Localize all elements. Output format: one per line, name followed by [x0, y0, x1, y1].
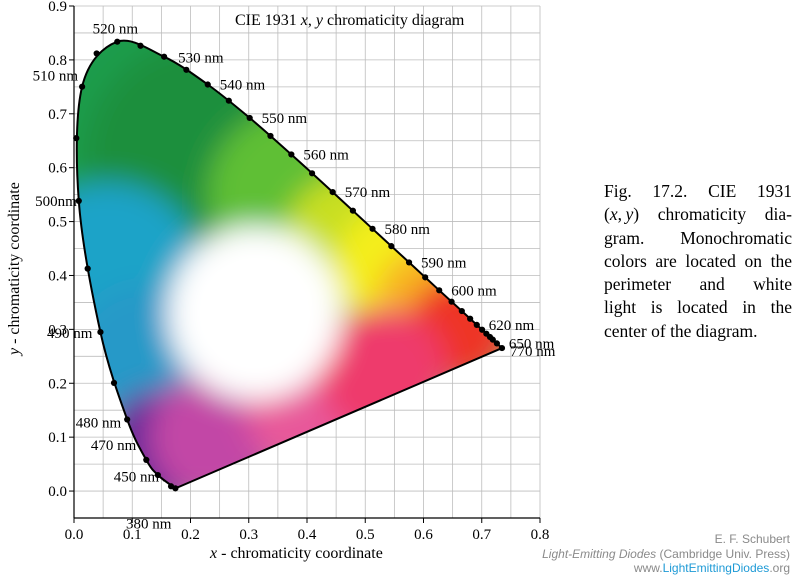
label-leader-line — [159, 477, 165, 482]
wavelength-label: 600 nm — [451, 283, 497, 299]
caption-line: light is located in the — [604, 297, 792, 318]
wavelength-dot — [204, 81, 211, 88]
wavelength-dot — [349, 207, 357, 214]
wavelength-dot — [493, 340, 500, 347]
x-axis-ticks: 0.0 0.1 0.2 0.3 0.4 0.5 0.6 0.7 0.8 — [65, 518, 550, 543]
wavelength-label: 580 nm — [385, 222, 431, 238]
wavelength-dot — [473, 321, 480, 328]
wavelength-label: 510 nm — [33, 69, 79, 85]
wavelength-label: 500nm — [35, 194, 77, 210]
wavelength-dot — [498, 344, 506, 352]
wavelength-dot — [458, 307, 465, 315]
x-tick-label: 0.5 — [356, 527, 375, 543]
color-region — [167, 225, 342, 401]
spectral-locus-dots — [73, 38, 506, 492]
wavelength-dot — [436, 287, 443, 294]
wavelength-dot — [369, 225, 376, 232]
caption-line: gram. Monochromatic — [604, 227, 792, 248]
wavelength-dot — [246, 114, 253, 122]
figure-caption: Fig. 17.2. CIE 1931 (x, y) chromaticity … — [604, 180, 792, 343]
x-tick-label: 0.0 — [65, 527, 84, 543]
label-leader-line — [137, 445, 146, 460]
wavelength-dot — [137, 42, 144, 49]
wavelength-dot — [143, 456, 150, 464]
wavelength-dot — [154, 471, 161, 479]
wavelength-label: 380 nm — [126, 516, 172, 532]
wavelength-dot — [267, 132, 274, 140]
y-tick-label: 0.7 — [48, 107, 67, 123]
wavelength-dot — [422, 274, 429, 281]
wavelength-dot — [405, 259, 413, 266]
wavelength-label: 770 nm — [510, 344, 556, 360]
caption-line: colors are located on the — [604, 250, 792, 271]
wavelength-label: 450 nm — [114, 470, 160, 486]
wavelength-label: 480 nm — [76, 416, 122, 432]
wavelength-dot — [288, 151, 295, 158]
wavelength-dot — [167, 483, 175, 490]
y-tick-label: 0.5 — [48, 215, 67, 231]
wavelength-dot — [114, 38, 121, 45]
wavelength-dot — [73, 135, 80, 142]
credit-book: Light-Emitting Diodes (Cambridge Univ. P… — [542, 547, 790, 561]
y-tick-label: 0.1 — [48, 430, 67, 446]
wavelength-dot — [308, 170, 316, 177]
caption-line: Fig. 17.2. CIE 1931 — [604, 181, 792, 201]
wavelength-dot — [478, 326, 486, 333]
y-tick-label: 0.4 — [48, 268, 67, 284]
y-axis-label: y - chromaticity coordinate — [6, 182, 23, 357]
y-tick-label: 0.3 — [48, 322, 67, 338]
x-tick-label: 0.4 — [298, 527, 317, 543]
wavelength-dot — [93, 50, 100, 57]
wavelength-dot — [124, 416, 131, 423]
wavelength-dot — [448, 298, 455, 305]
x-tick-label: 0.7 — [472, 527, 491, 543]
wavelength-label: 550 nm — [262, 111, 308, 127]
wavelength-label: 490 nm — [47, 326, 93, 342]
y-tick-label: 0.9 — [48, 0, 67, 15]
wavelength-label: 560 nm — [303, 147, 349, 163]
wavelength-dot — [75, 197, 82, 204]
wavelength-label: 590 nm — [421, 255, 467, 271]
wavelength-label: 530 nm — [178, 51, 224, 67]
wavelength-label: 620 nm — [489, 318, 535, 334]
wavelength-dot — [489, 336, 496, 343]
wavelength-label: 540 nm — [220, 78, 266, 94]
wavelength-dot — [110, 379, 118, 386]
wavelength-dot — [161, 53, 168, 60]
y-axis-ticks: 0.0 0.1 0.2 0.3 0.4 0.5 0.6 0.7 0.8 0.9 — [48, 0, 74, 500]
y-tick-label: 0.8 — [48, 53, 67, 69]
wavelength-label: 650 nm — [509, 336, 555, 352]
y-tick-label: 0.6 — [48, 161, 67, 177]
x-tick-label: 0.6 — [414, 527, 433, 543]
x-tick-label: 0.8 — [531, 527, 550, 543]
x-tick-label: 0.3 — [239, 527, 258, 543]
wavelength-dot — [97, 328, 104, 336]
wavelength-label: 470 nm — [91, 438, 137, 454]
caption-line: perimeter and white — [604, 274, 792, 295]
wavelength-dot — [84, 265, 91, 272]
wavelength-dot — [467, 315, 474, 322]
wavelength-label: 570 nm — [345, 185, 391, 201]
x-axis-label: x - chromaticity coordinate — [209, 545, 383, 562]
wavelength-dot — [225, 97, 232, 104]
y-tick-label: 0.0 — [48, 484, 67, 500]
wavelength-dot — [329, 188, 336, 196]
y-tick-label: 0.2 — [48, 376, 67, 392]
wavelength-label: 520 nm — [93, 22, 139, 38]
credit-url[interactable]: www.LightEmittingDiodes.org — [633, 561, 790, 575]
caption-line: center of the diagram. — [604, 320, 758, 341]
x-tick-label: 0.1 — [123, 527, 142, 543]
caption-line: (x, y) chromaticity dia- — [604, 204, 792, 225]
credit-author: E. F. Schubert — [714, 532, 790, 546]
wavelength-dot — [78, 83, 86, 90]
x-tick-label: 0.2 — [181, 527, 200, 543]
wavelength-dot — [388, 243, 395, 250]
diagram-title: CIE 1931 x, y chromaticity diagram — [235, 12, 465, 29]
wavelength-labels: 380 nm 450 nm 470 nm 480 nm 490 nm 500nm 510 n… — [33, 22, 556, 533]
wavelength-dot — [183, 66, 190, 73]
